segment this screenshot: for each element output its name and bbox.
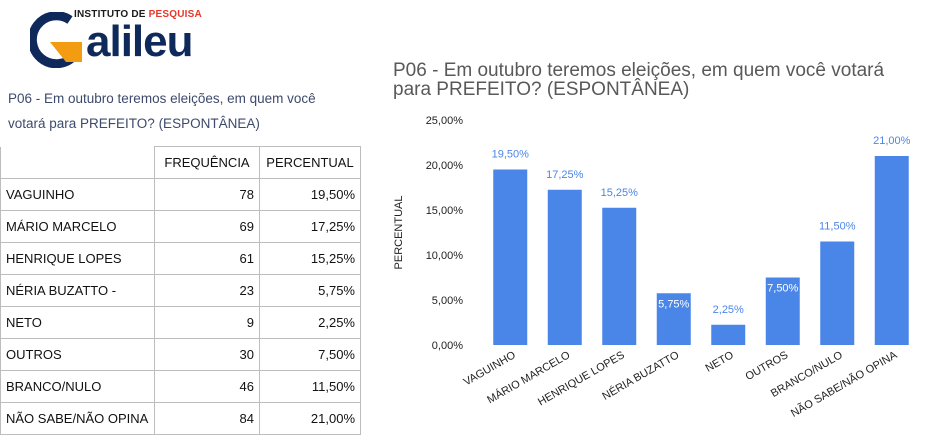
row-percentual: 5,75%: [259, 274, 361, 307]
table-row: VAGUINHO 78 19,50%: [0, 178, 361, 211]
y-tick-label: 25,00%: [426, 115, 464, 127]
row-percentual: 17,25%: [259, 210, 361, 243]
logo-subtitle-highlight: PESQUISA: [148, 9, 202, 20]
header-percentual: PERCENTUAL: [259, 146, 361, 179]
y-tick-label: 10,00%: [426, 250, 464, 262]
bar: [547, 189, 582, 345]
data-label: 2,25%: [713, 304, 744, 316]
y-tick-label: 20,00%: [426, 160, 464, 172]
table-row: NÉRIA BUZATTO -23 5,75%: [0, 274, 361, 307]
table-row: HENRIQUE LOPES 61 15,25%: [0, 242, 361, 275]
row-name: HENRIQUE LOPES: [0, 242, 155, 275]
row-frequency: 61: [154, 242, 260, 275]
row-name: VAGUINHO: [0, 178, 155, 211]
bar-chart: 0,00% 5,00% 10,00% 15,00% 20,00% 25,00% PERCEN…: [393, 115, 911, 420]
row-name: NÉRIA BUZATTO -: [0, 274, 155, 307]
row-percentual: 2,25%: [259, 306, 361, 339]
row-name: OUTROS: [0, 338, 155, 371]
row-percentual: 11,50%: [259, 370, 361, 403]
row-name: NÃO SABE/NÃO OPINA: [0, 402, 155, 435]
galileu-g-logo-icon: [30, 12, 82, 68]
question-text: P06 - Em outubro teremos eleições, em qu…: [8, 91, 316, 131]
bar: [765, 277, 800, 345]
logo-wordmark: alileu: [86, 17, 193, 66]
bar: [820, 241, 855, 345]
header-blank: [0, 146, 155, 179]
data-label: 21,00%: [873, 135, 911, 147]
row-name: MÁRIO MARCELO: [0, 210, 155, 243]
bar: [711, 324, 746, 345]
table-row: NÃO SABE/NÃO OPINA 84 21,00%: [0, 402, 361, 435]
y-tick-label: 5,00%: [432, 295, 463, 307]
x-tick-label: NETO: [703, 349, 736, 375]
table-row: BRANCO/NULO 46 11,50%: [0, 370, 361, 403]
data-label: 19,50%: [492, 149, 530, 161]
data-label: 11,50%: [819, 221, 856, 233]
data-label: 17,25%: [546, 169, 584, 181]
y-axis-title: PERCENTUAL: [393, 196, 405, 270]
bar: [493, 169, 528, 345]
frequency-table: FREQUÊNCIA PERCENTUAL VAGUINHO 78 19,50% M…: [0, 146, 361, 435]
table-row: MÁRIO MARCELO 69 17,25%: [0, 210, 361, 243]
row-frequency: 78: [154, 178, 260, 211]
row-name: BRANCO/NULO: [0, 370, 155, 403]
row-frequency: 84: [154, 402, 260, 435]
table-row: NETO 9 2,25%: [0, 306, 361, 339]
logo-subtitle: INSTITUTO DE PESQUISA: [74, 9, 202, 20]
bar: [874, 156, 909, 345]
bar: [602, 207, 637, 345]
row-percentual: 19,50%: [259, 178, 361, 211]
table-header-row: FREQUÊNCIA PERCENTUAL: [0, 146, 361, 179]
y-tick-label: 0,00%: [432, 340, 463, 352]
row-frequency: 46: [154, 370, 260, 403]
row-frequency: 23: [154, 274, 260, 307]
row-name: NETO: [0, 306, 155, 339]
row-percentual: 21,00%: [259, 402, 361, 435]
institute-logo: INSTITUTO DE PESQUISA alileu: [30, 6, 210, 70]
data-label: 5,75%: [658, 298, 689, 310]
row-frequency: 69: [154, 210, 260, 243]
row-percentual: 7,50%: [259, 338, 361, 371]
chart-title: P06 - Em outubro teremos eleições, em qu…: [393, 60, 885, 100]
y-tick-label: 15,00%: [426, 205, 464, 217]
row-frequency: 30: [154, 338, 260, 371]
logo-subtitle-prefix: INSTITUTO DE: [74, 9, 149, 20]
data-label: 7,50%: [767, 283, 798, 295]
bar: [656, 293, 691, 345]
row-percentual: 15,25%: [259, 242, 361, 275]
x-tick-label: OUTROS: [743, 349, 790, 383]
row-frequency: 9: [154, 306, 260, 339]
header-frequency: FREQUÊNCIA: [154, 146, 260, 179]
data-label: 15,25%: [601, 187, 639, 199]
table-row: OUTROS 30 7,50%: [0, 338, 361, 371]
